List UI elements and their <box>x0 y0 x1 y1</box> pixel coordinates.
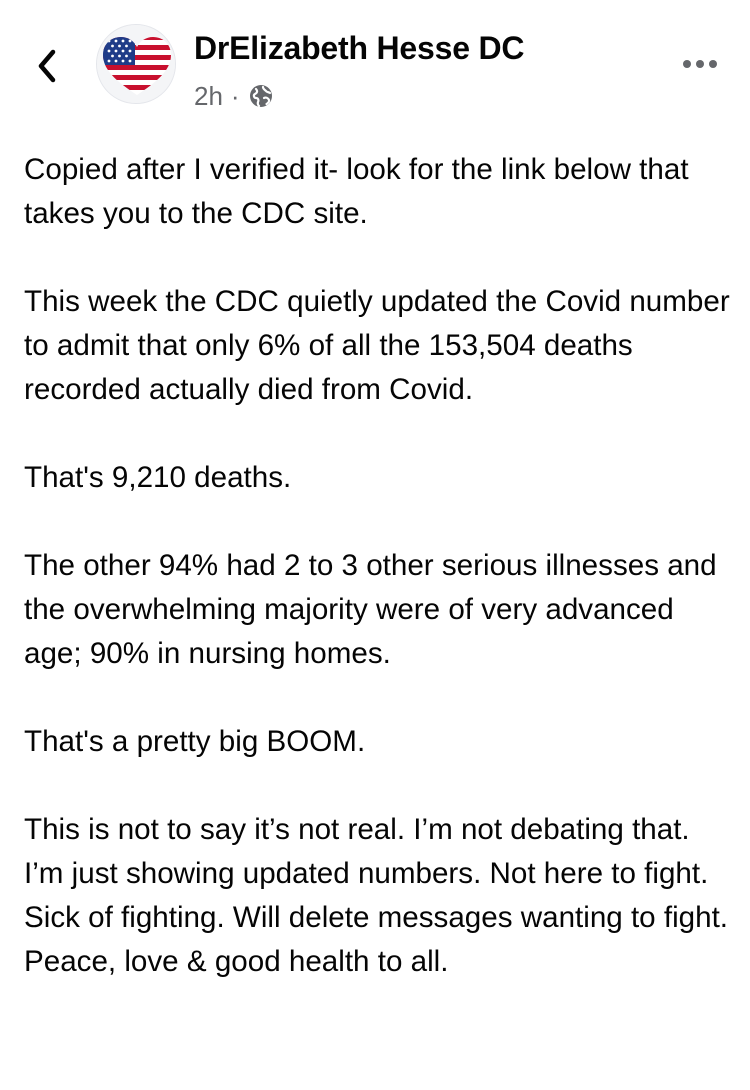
post-meta: 2h · <box>194 80 274 112</box>
post-paragraph: The other 94% had 2 to 3 other serious i… <box>24 549 717 670</box>
chevron-left-icon <box>38 49 56 83</box>
us-flag-heart-icon <box>97 25 175 103</box>
author-name[interactable]: DrElizabeth Hesse DC <box>194 30 525 66</box>
post-paragraph: This week the CDC quietly updated the Co… <box>24 285 730 406</box>
post-time[interactable]: 2h <box>194 80 223 111</box>
post-paragraph: Copied after I verified it- look for the… <box>24 153 689 230</box>
post-paragraph: Peace, love & good health to all. <box>24 945 449 978</box>
back-button[interactable] <box>30 42 64 90</box>
post-body: Copied after I verified it- look for the… <box>24 148 734 984</box>
post-paragraph: That's 9,210 deaths. <box>24 461 292 494</box>
post-paragraph: That's a pretty big BOOM. <box>24 725 366 758</box>
more-options-button[interactable] <box>680 52 720 76</box>
avatar[interactable] <box>96 24 176 104</box>
more-horizontal-icon <box>683 60 717 68</box>
post-paragraph: This is not to say it’s not real. I’m no… <box>24 813 729 934</box>
meta-separator: · <box>230 80 240 111</box>
globe-icon <box>249 85 272 108</box>
post-header: DrElizabeth Hesse DC 2h · <box>0 0 750 130</box>
